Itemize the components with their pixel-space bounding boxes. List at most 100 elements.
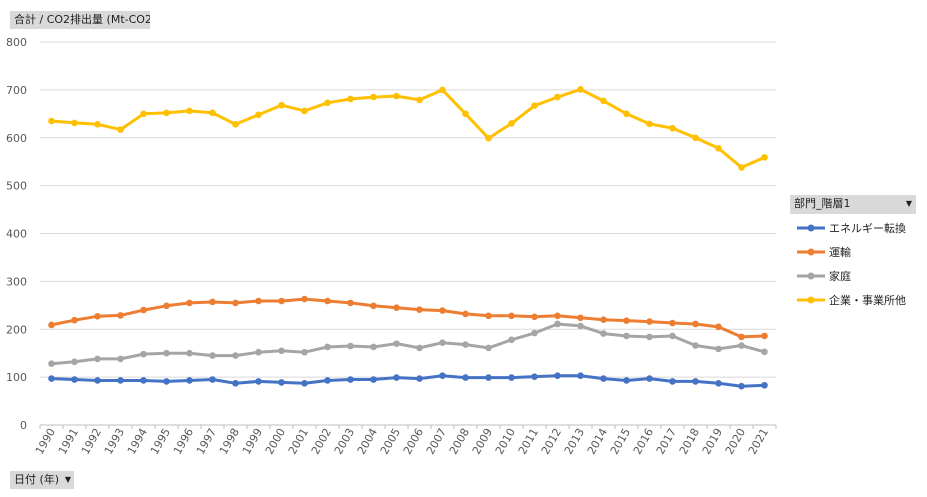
data-point[interactable] bbox=[554, 372, 561, 379]
data-point[interactable] bbox=[71, 358, 78, 366]
data-point[interactable] bbox=[117, 312, 124, 319]
data-point[interactable] bbox=[94, 313, 101, 320]
data-point[interactable] bbox=[462, 341, 469, 348]
data-point[interactable] bbox=[48, 321, 55, 329]
data-point[interactable] bbox=[669, 378, 676, 385]
data-point[interactable] bbox=[531, 329, 538, 337]
data-point[interactable] bbox=[554, 93, 561, 101]
data-point[interactable] bbox=[370, 93, 377, 101]
data-point[interactable] bbox=[646, 375, 653, 382]
data-point[interactable] bbox=[301, 295, 308, 303]
data-point[interactable] bbox=[278, 101, 285, 109]
data-point[interactable] bbox=[646, 333, 653, 341]
data-point[interactable] bbox=[761, 381, 768, 389]
data-point[interactable] bbox=[439, 86, 446, 94]
data-point[interactable] bbox=[600, 375, 607, 382]
data-point[interactable] bbox=[485, 134, 492, 142]
data-point[interactable] bbox=[715, 380, 722, 387]
chevron-down-icon[interactable]: ▼ bbox=[905, 199, 912, 208]
data-point[interactable] bbox=[278, 347, 285, 355]
data-point[interactable] bbox=[255, 297, 262, 305]
data-point[interactable] bbox=[347, 342, 354, 350]
data-point[interactable] bbox=[577, 314, 584, 322]
data-point[interactable] bbox=[531, 102, 538, 109]
data-point[interactable] bbox=[508, 336, 515, 344]
data-point[interactable] bbox=[347, 299, 354, 307]
data-point[interactable] bbox=[600, 330, 607, 337]
data-point[interactable] bbox=[278, 297, 285, 305]
data-point[interactable] bbox=[485, 374, 492, 381]
data-point[interactable] bbox=[393, 304, 400, 312]
data-point[interactable] bbox=[462, 310, 469, 318]
data-point[interactable] bbox=[255, 348, 262, 356]
data-point[interactable] bbox=[600, 316, 607, 323]
data-point[interactable] bbox=[531, 313, 538, 321]
data-point[interactable] bbox=[117, 126, 124, 133]
data-point[interactable] bbox=[531, 373, 538, 380]
data-point[interactable] bbox=[347, 376, 354, 383]
data-point[interactable] bbox=[370, 302, 377, 310]
data-point[interactable] bbox=[623, 332, 630, 340]
data-point[interactable] bbox=[117, 377, 124, 384]
data-point[interactable] bbox=[163, 302, 170, 310]
data-point[interactable] bbox=[738, 164, 745, 171]
data-point[interactable] bbox=[508, 120, 515, 127]
data-point[interactable] bbox=[71, 119, 78, 127]
data-point[interactable] bbox=[462, 374, 469, 381]
data-point[interactable] bbox=[623, 317, 630, 324]
data-point[interactable] bbox=[209, 109, 216, 117]
data-point[interactable] bbox=[439, 307, 446, 314]
data-point[interactable] bbox=[301, 348, 308, 356]
data-point[interactable] bbox=[186, 349, 193, 357]
data-point[interactable] bbox=[48, 117, 55, 125]
data-point[interactable] bbox=[416, 96, 423, 104]
data-point[interactable] bbox=[738, 333, 745, 341]
data-point[interactable] bbox=[140, 350, 147, 358]
data-point[interactable] bbox=[209, 376, 216, 383]
data-point[interactable] bbox=[209, 352, 216, 359]
data-point[interactable] bbox=[232, 299, 239, 307]
data-point[interactable] bbox=[600, 97, 607, 105]
data-point[interactable] bbox=[692, 342, 699, 349]
data-point[interactable] bbox=[623, 110, 630, 118]
data-point[interactable] bbox=[347, 95, 354, 103]
data-point[interactable] bbox=[669, 319, 676, 327]
data-point[interactable] bbox=[370, 376, 377, 383]
data-point[interactable] bbox=[94, 121, 101, 128]
data-point[interactable] bbox=[140, 377, 147, 384]
data-point[interactable] bbox=[577, 372, 584, 379]
data-point[interactable] bbox=[232, 121, 239, 128]
data-point[interactable] bbox=[715, 345, 722, 353]
data-point[interactable] bbox=[623, 377, 630, 384]
data-point[interactable] bbox=[669, 332, 676, 340]
data-point[interactable] bbox=[209, 298, 216, 306]
data-point[interactable] bbox=[738, 382, 745, 390]
value-field-button[interactable]: 合計 / CO2排出量 (Mt-CO2) bbox=[10, 11, 150, 29]
data-point[interactable] bbox=[232, 352, 239, 359]
data-point[interactable] bbox=[646, 318, 653, 325]
data-point[interactable] bbox=[416, 375, 423, 382]
data-point[interactable] bbox=[324, 343, 331, 351]
data-point[interactable] bbox=[508, 312, 515, 320]
data-point[interactable] bbox=[761, 348, 768, 356]
data-point[interactable] bbox=[738, 342, 745, 349]
data-point[interactable] bbox=[48, 360, 55, 368]
axis-field-button[interactable]: 日付 (年) ▼ bbox=[10, 471, 74, 489]
data-point[interactable] bbox=[255, 378, 262, 385]
data-point[interactable] bbox=[186, 107, 193, 115]
data-point[interactable] bbox=[140, 110, 147, 118]
data-point[interactable] bbox=[94, 355, 101, 363]
data-point[interactable] bbox=[163, 109, 170, 117]
data-point[interactable] bbox=[324, 297, 331, 305]
data-point[interactable] bbox=[370, 343, 377, 351]
data-point[interactable] bbox=[163, 349, 170, 357]
data-point[interactable] bbox=[393, 92, 400, 100]
data-point[interactable] bbox=[692, 320, 699, 328]
legend-item-transport[interactable]: 運輸 bbox=[795, 240, 923, 264]
data-point[interactable] bbox=[439, 339, 446, 346]
legend-field-button[interactable]: 部門_階層1 ▼ bbox=[790, 195, 916, 214]
data-point[interactable] bbox=[94, 377, 101, 384]
data-point[interactable] bbox=[163, 378, 170, 385]
data-point[interactable] bbox=[301, 107, 308, 115]
data-point[interactable] bbox=[761, 332, 768, 340]
